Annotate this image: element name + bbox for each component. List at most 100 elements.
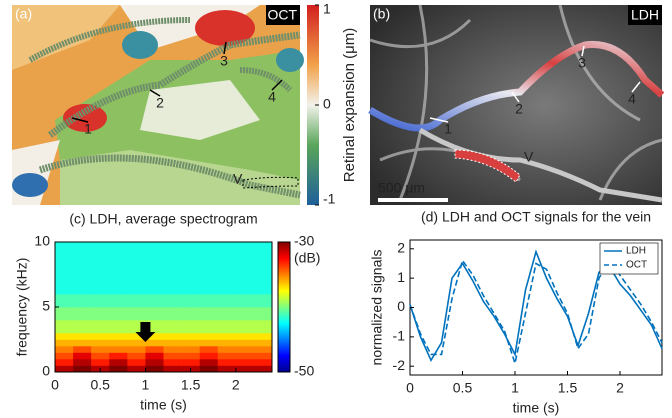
colorbar-tick-label: 0: [323, 96, 331, 112]
y-axis-label: frequency (kHz): [14, 258, 30, 357]
heat-cell: [199, 268, 219, 295]
x-tick-label: 2: [232, 377, 240, 393]
colorbar: [277, 241, 291, 373]
heat-cell: [55, 268, 74, 295]
heat-cell: [217, 333, 237, 340]
heat-cell: [127, 294, 146, 308]
tag-box: [266, 5, 300, 25]
colorbar-tick-label: -50: [294, 363, 314, 379]
annotation-arrow: [135, 322, 156, 342]
marker-arrow: [149, 89, 161, 97]
heat-cell: [55, 346, 74, 353]
tag-box: [628, 5, 662, 25]
heat-cell: [199, 333, 219, 340]
heat-cell: [217, 359, 237, 366]
x-tick-label: 0: [406, 380, 414, 396]
marker-label: 1: [444, 121, 452, 137]
heat-cell: [163, 268, 182, 295]
x-tick-label: 2: [616, 380, 624, 396]
heat-cell: [253, 352, 273, 360]
marker-arrow: [71, 117, 89, 123]
heat-cell: [127, 307, 146, 321]
marker-arrow: [631, 81, 641, 93]
marker-arrow: [511, 91, 520, 103]
heat-cell: [145, 359, 164, 366]
heat-cell: [73, 346, 92, 353]
heat-cell: [109, 307, 128, 321]
image-tag: OCT: [267, 7, 297, 23]
heat-cell: [217, 352, 237, 360]
x-tick-label: 0: [51, 377, 59, 393]
heat-cell: [181, 268, 200, 295]
marker-label: 2: [156, 95, 164, 111]
y-tick-label: 5: [42, 298, 50, 314]
heat-cell: [127, 339, 146, 347]
heat-cell: [145, 352, 164, 360]
heat-cell: [127, 242, 146, 269]
heat-cell: [163, 359, 182, 366]
marker-label: 3: [578, 55, 586, 71]
heat-cell: [199, 365, 219, 373]
y-tick-label: 0: [42, 363, 50, 379]
heat-cell: [163, 346, 182, 353]
heat-cell: [55, 294, 74, 308]
heat-cell: [163, 352, 182, 360]
legend-label: OCT: [626, 260, 647, 271]
heat-cell: [145, 242, 164, 269]
heat-cell: [235, 346, 255, 353]
heat-cell: [163, 242, 182, 269]
heat-cell: [253, 333, 273, 340]
heat-cell: [109, 333, 128, 340]
heat-cell: [127, 333, 146, 340]
heat-cell: [91, 346, 110, 353]
heat-cell: [145, 307, 164, 321]
heat-cell: [217, 320, 237, 334]
marker-arrow: [271, 79, 283, 91]
heat-cell: [127, 365, 146, 373]
heat-cell: [181, 346, 200, 353]
marker-arrow: [429, 117, 449, 123]
heat-cell: [91, 352, 110, 360]
heat-cell: [109, 294, 128, 308]
heat-cell: [181, 359, 200, 366]
heat-cell: [145, 294, 164, 308]
image-tag: LDH: [631, 7, 659, 23]
heat-cell: [253, 242, 273, 269]
heat-cell: [145, 365, 164, 373]
legend-label: LDH: [626, 246, 646, 257]
x-tick-label: 1.5: [558, 380, 578, 396]
heat-cell: [253, 346, 273, 353]
y-tick-label: 2: [397, 240, 405, 256]
heat-cell: [163, 320, 182, 334]
heat-cell: [109, 365, 128, 373]
colorbar-label: (dB): [294, 250, 320, 266]
heat-cell: [163, 365, 182, 373]
heat-cell: [217, 242, 237, 269]
heat-cell: [163, 294, 182, 308]
heat-cell: [127, 352, 146, 360]
heat-cell: [73, 307, 92, 321]
heat-cell: [199, 320, 219, 334]
heat-cell: [55, 320, 74, 334]
heat-cell: [73, 359, 92, 366]
y-tick-label: -2: [393, 357, 406, 373]
x-tick-label: 0.5: [90, 377, 110, 393]
heat-cell: [253, 268, 273, 295]
heat-cell: [199, 242, 219, 269]
heat-cell: [73, 242, 92, 269]
x-tick-label: 0.5: [453, 380, 473, 396]
colorbar-tick-label: 1: [323, 1, 331, 17]
legend-box: [599, 242, 659, 275]
colorbar-tick-label: -1: [323, 191, 336, 207]
colorbar-tick-label: -30: [294, 233, 314, 249]
heat-cell: [73, 268, 92, 295]
panel-label: (b): [373, 6, 390, 22]
heat-cell: [163, 307, 182, 321]
panel-label: (a): [15, 6, 32, 22]
heat-cell: [235, 352, 255, 360]
heat-cell: [235, 333, 255, 340]
heat-cell: [235, 242, 255, 269]
x-axis-label: time (s): [513, 400, 560, 416]
heat-cell: [109, 359, 128, 366]
heat-cell: [181, 352, 200, 360]
